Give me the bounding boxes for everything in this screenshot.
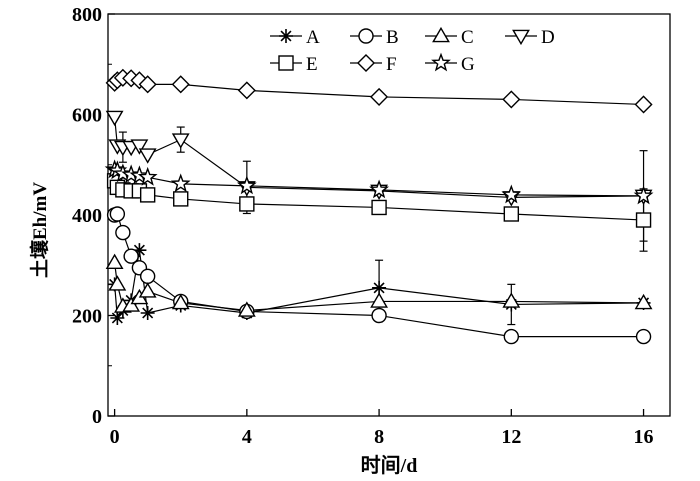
data-point-f [370, 87, 389, 106]
data-point-c [237, 301, 256, 317]
data-point-b [371, 307, 387, 324]
data-point-b [139, 268, 156, 285]
y-tick-label: 600 [72, 105, 102, 127]
legend-label-g: G [461, 54, 475, 75]
data-point-c [138, 282, 157, 298]
data-point-f [237, 81, 256, 100]
x-tick-label: 8 [374, 426, 384, 448]
data-point-b [109, 206, 126, 222]
data-point-b [503, 328, 520, 345]
data-point-e [173, 191, 189, 207]
data-point-e [239, 196, 255, 212]
data-point-c [105, 253, 124, 270]
series-markers [104, 68, 654, 345]
data-point-e [371, 199, 387, 216]
x-tick-label: 16 [634, 426, 654, 448]
data-point-f [634, 95, 653, 114]
legend-marker-b [358, 28, 374, 44]
legend-label-e: E [306, 54, 318, 75]
data-point-e [139, 187, 156, 203]
data-point-g [170, 173, 191, 193]
legend-label-c: C [461, 27, 474, 48]
y-tick-label: 0 [92, 406, 102, 428]
y-tick-label: 800 [72, 4, 102, 26]
legend-label-b: B [386, 27, 399, 48]
data-point-g [236, 175, 257, 195]
data-point-b [123, 248, 139, 264]
data-point-e [503, 206, 520, 222]
data-point-d [105, 110, 124, 127]
legend-label-d: D [541, 27, 555, 48]
y-tick-label: 200 [72, 306, 102, 328]
data-point-c [370, 292, 388, 308]
data-point-e [635, 212, 652, 228]
data-point-d [138, 148, 157, 164]
x-tick-label: 12 [501, 426, 521, 448]
x-tick-label: 4 [242, 426, 252, 448]
data-point-b [635, 328, 652, 345]
data-point-f [171, 75, 190, 94]
data-point-c [634, 293, 653, 310]
legend-marker-d [512, 29, 530, 46]
data-point-g [501, 184, 522, 204]
legend-marker-a [279, 29, 293, 43]
data-point-g [369, 179, 389, 199]
data-point-a [140, 305, 155, 320]
data-point-d [171, 133, 190, 149]
data-point-a [372, 280, 387, 295]
data-point-g [633, 185, 654, 205]
legend: A B C D E F G [270, 26, 555, 75]
data-point-c [108, 275, 127, 291]
x-tick-label: 0 [110, 426, 120, 448]
data-point-c [502, 292, 521, 308]
data-point-f [502, 90, 521, 109]
legend-label-a: A [306, 27, 320, 48]
data-point-a [132, 243, 147, 258]
y-tick-label: 400 [72, 205, 102, 227]
legend-marker-e [278, 55, 294, 71]
data-point-g [137, 166, 158, 186]
legend-marker-c [432, 26, 450, 43]
legend-marker-f [356, 53, 376, 73]
legend-marker-g [431, 52, 451, 72]
x-axis-title: 时间/d [361, 454, 418, 477]
data-point-d [130, 139, 149, 155]
legend-label-f: F [386, 54, 397, 75]
data-point-a [110, 311, 125, 326]
data-point-b [115, 224, 131, 241]
data-point-c [122, 296, 141, 312]
axis-ticks: 0 4 8 12 16 0 200 400 600 800 [72, 4, 654, 448]
data-point-c [171, 293, 190, 310]
data-point-f [138, 75, 157, 94]
y-axis-title: 土壤Eh/mV [28, 182, 51, 278]
